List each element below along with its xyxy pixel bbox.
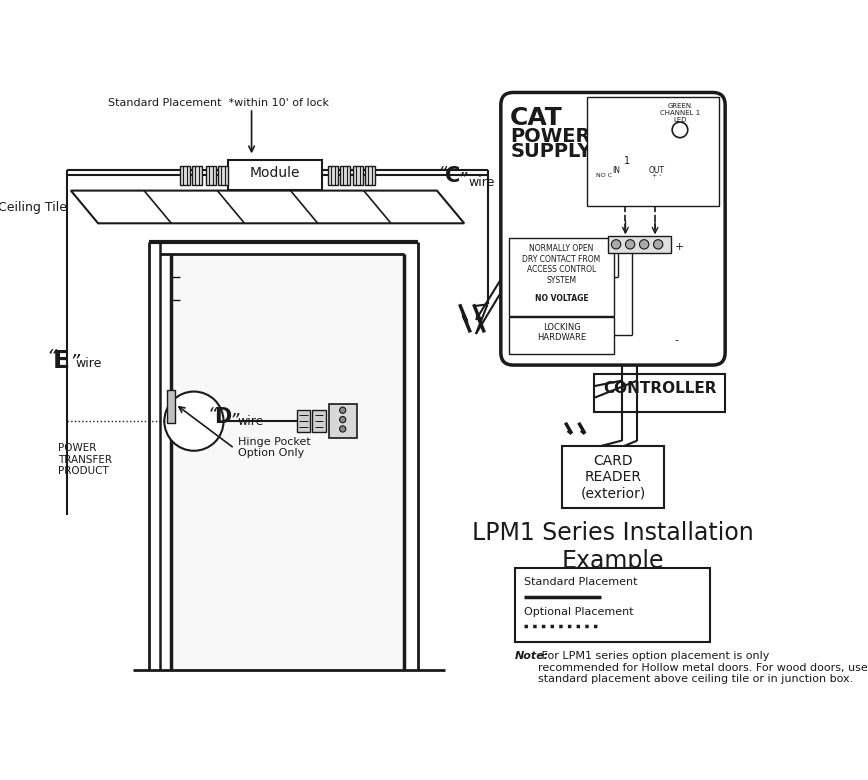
Bar [218,165,228,185]
Bar [180,165,190,185]
Text: Module: Module [250,166,300,180]
FancyBboxPatch shape [501,93,725,365]
Text: + -: + - [652,173,661,179]
Bar [206,165,216,185]
Text: D: D [214,407,232,427]
Text: LPM1 Series Installation
Example: LPM1 Series Installation Example [472,521,754,573]
Circle shape [654,239,663,249]
Text: “: “ [437,164,447,182]
Circle shape [339,417,345,423]
Text: wire: wire [76,357,102,370]
Text: POWER: POWER [510,126,590,146]
Bar [297,410,310,432]
Bar [608,236,671,253]
Text: Note:: Note: [515,651,549,661]
Circle shape [164,392,224,451]
Bar [352,165,363,185]
Bar [328,165,338,185]
Bar [515,568,709,642]
Bar [509,317,614,354]
Bar [170,254,404,671]
Text: CONTROLLER: CONTROLLER [603,381,716,395]
Polygon shape [71,190,464,223]
Text: NORMALLY OPEN
DRY CONTACT FROM
ACCESS CONTROL
SYSTEM: NORMALLY OPEN DRY CONTACT FROM ACCESS CO… [523,244,601,285]
Text: NO C: NO C [595,173,612,179]
Text: “: “ [208,406,217,424]
Text: OUT: OUT [648,165,665,175]
Text: For LPM1 series option placement is only
recommended for Hollow metal doors. For: For LPM1 series option placement is only… [538,651,868,684]
Text: wire: wire [468,176,495,189]
Text: 1: 1 [624,155,630,165]
Text: ”: ” [230,411,239,429]
Text: wire: wire [238,415,264,428]
Bar [193,165,202,185]
Text: LOCKING
HARDWARE: LOCKING HARDWARE [537,323,586,342]
Bar [587,98,719,206]
Text: SUPPLY: SUPPLY [510,142,592,161]
Bar [330,404,357,438]
Text: ”: ” [69,353,80,371]
Text: ”: ” [458,170,467,188]
Bar [168,390,175,423]
Text: NO VOLTAGE: NO VOLTAGE [535,294,589,303]
Circle shape [611,239,621,249]
Bar [562,446,664,509]
Bar [340,165,351,185]
Text: IN: IN [612,165,620,175]
Text: CARD
READER
(exterior): CARD READER (exterior) [581,454,646,500]
Circle shape [339,407,345,413]
Bar [595,374,725,412]
Text: +: + [674,242,684,252]
Text: Hinge Pocket
Option Only: Hinge Pocket Option Only [238,437,310,459]
Text: Standard Placement: Standard Placement [524,577,638,587]
Bar [228,160,322,190]
Bar [312,410,326,432]
Circle shape [626,239,635,249]
Text: -: - [674,335,679,345]
Circle shape [672,122,687,137]
Text: “: “ [47,347,56,366]
Text: C: C [445,166,460,186]
Circle shape [640,239,648,249]
Circle shape [339,426,345,432]
Text: Ceiling Tile: Ceiling Tile [0,201,67,215]
Bar [365,165,376,185]
Bar [509,238,614,316]
Text: Optional Placement: Optional Placement [524,607,634,616]
Text: GREEN
CHANNEL 1
LED: GREEN CHANNEL 1 LED [660,104,700,123]
Text: Standard Placement  *within 10' of lock: Standard Placement *within 10' of lock [108,98,329,108]
Text: POWER
TRANSFER
PRODUCT: POWER TRANSFER PRODUCT [58,443,112,476]
Text: E: E [53,349,70,373]
Text: CAT: CAT [510,107,563,130]
